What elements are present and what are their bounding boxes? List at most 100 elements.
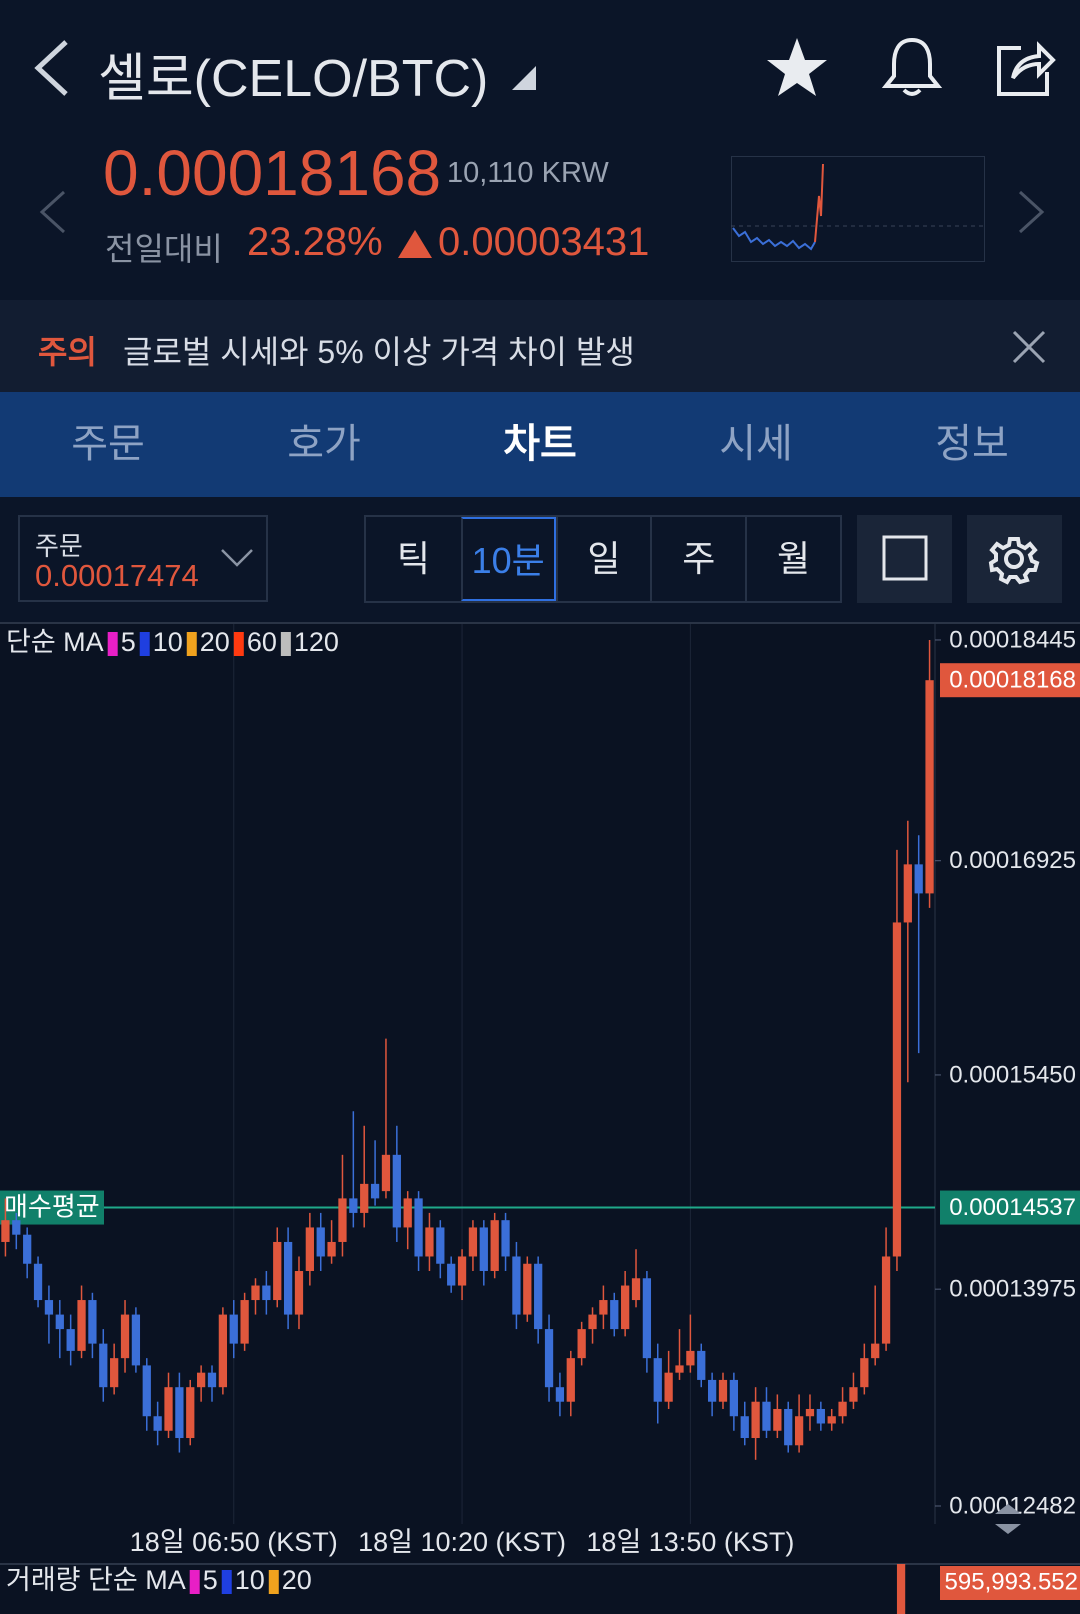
y-tick-label: 0.00015450	[949, 1061, 1076, 1088]
order-box[interactable]	[18, 515, 268, 602]
scroll-handle	[995, 1524, 1021, 1534]
candle-body	[1, 1220, 10, 1242]
current-price: 0.00018168	[103, 137, 442, 209]
candle-body	[805, 1408, 815, 1417]
interval-button[interactable]: 일	[555, 517, 651, 601]
candle-body	[360, 1183, 369, 1213]
layout-button[interactable]	[857, 515, 952, 603]
candle-body	[794, 1416, 804, 1446]
candle-body	[273, 1241, 282, 1301]
next-coin[interactable]	[1016, 190, 1046, 234]
candle-body	[871, 1343, 880, 1359]
settings-button[interactable]	[967, 515, 1062, 603]
prev-coin[interactable]	[38, 190, 68, 234]
legend-swatch	[189, 1570, 200, 1594]
candle-body	[534, 1263, 543, 1330]
avg-label: 매수평균	[4, 1191, 100, 1221]
candle-body	[588, 1314, 597, 1330]
candle-body	[577, 1329, 586, 1359]
candle-body	[479, 1227, 488, 1272]
legend-swatch	[139, 632, 150, 656]
tab[interactable]: 차트	[503, 422, 577, 466]
change-label: 전일대비	[105, 231, 223, 267]
alarm-icon[interactable]	[880, 36, 944, 98]
candle-body	[316, 1227, 325, 1257]
tab[interactable]: 호가	[287, 422, 361, 466]
tab[interactable]: 정보	[935, 422, 1009, 466]
tab[interactable]: 주문	[71, 422, 145, 466]
candle-body	[881, 1256, 891, 1344]
candle-body	[816, 1408, 825, 1424]
candle-body	[784, 1408, 793, 1446]
candle-body	[697, 1350, 706, 1380]
candle-body	[707, 1379, 717, 1402]
legend-item: 5	[203, 1565, 218, 1595]
candle-body	[468, 1227, 478, 1257]
candle-body	[425, 1227, 434, 1257]
scroll-handle	[995, 1504, 1021, 1514]
tab-bar: 주문 호가 차트 시세 정보	[0, 392, 1080, 497]
candle-body	[555, 1387, 565, 1402]
title[interactable]: 셀로(CELO/BTC)	[98, 50, 489, 108]
candle-body	[110, 1358, 119, 1388]
candle-body	[175, 1387, 184, 1439]
candle-body	[729, 1379, 738, 1417]
candle-body	[327, 1241, 336, 1257]
candle-body	[903, 864, 912, 923]
candle-body	[512, 1256, 521, 1315]
candle-body	[240, 1300, 249, 1344]
legend-swatch	[186, 632, 197, 656]
interval-button[interactable]: 10분	[460, 517, 556, 601]
candle-body	[12, 1220, 21, 1235]
interval-group: 틱 10분 일 주 월	[364, 515, 842, 603]
legend-swatch	[221, 1570, 232, 1594]
up-triangle	[398, 230, 432, 258]
avg-price-bg	[940, 1190, 1080, 1225]
candle-body	[294, 1271, 304, 1315]
legend-swatch	[107, 632, 118, 656]
candle-body	[229, 1314, 238, 1344]
order-label: 주문	[35, 531, 83, 561]
candle-body	[566, 1358, 575, 1402]
legend-swatch	[233, 632, 244, 656]
notice-text: 글로벌 시세와 5% 이상 가격 차이 발생	[123, 334, 635, 370]
order-dropdown[interactable]	[220, 548, 254, 568]
candle-body	[631, 1278, 641, 1301]
candle-body	[338, 1198, 347, 1242]
legend-item: 10	[153, 627, 183, 657]
interval-button[interactable]: 틱	[396, 538, 430, 579]
current-price-label: 0.00018168	[949, 667, 1076, 694]
candle-body	[218, 1314, 228, 1388]
interval-button[interactable]: 월	[745, 517, 840, 601]
interval-button[interactable]: 주	[650, 517, 745, 601]
legend-item: 60	[247, 627, 277, 657]
candle-body	[523, 1263, 532, 1315]
favorite-icon[interactable]	[765, 36, 829, 98]
candle-body	[610, 1300, 619, 1330]
back-button[interactable]	[30, 38, 74, 98]
candle-body	[718, 1379, 728, 1402]
candle-body	[892, 922, 902, 1257]
candle-body	[207, 1372, 217, 1388]
candle-body	[751, 1401, 760, 1439]
candle-body	[457, 1256, 467, 1286]
krw-price: 10,110 KRW	[447, 157, 609, 189]
tab[interactable]: 시세	[719, 422, 793, 466]
candle-body	[599, 1300, 608, 1315]
candle-body	[392, 1154, 401, 1228]
x-tick-label: 18일 10:20 (KST)	[358, 1527, 566, 1557]
notice-close[interactable]	[1012, 330, 1046, 364]
candle-body	[860, 1358, 869, 1388]
candle-body	[403, 1198, 412, 1228]
y-tick-label: 0.00018445	[949, 626, 1076, 653]
volume-value-bg	[940, 1566, 1080, 1600]
share-icon[interactable]	[993, 38, 1057, 98]
candle-body	[66, 1329, 75, 1351]
candle-body	[642, 1278, 652, 1359]
dropdown-arrow[interactable]	[510, 66, 538, 92]
change-amount: 0.00003431	[438, 220, 650, 264]
x-tick-label: 18일 13:50 (KST)	[586, 1527, 794, 1557]
y-tick-label: 0.00013975	[949, 1276, 1076, 1303]
candle-body	[849, 1387, 858, 1402]
